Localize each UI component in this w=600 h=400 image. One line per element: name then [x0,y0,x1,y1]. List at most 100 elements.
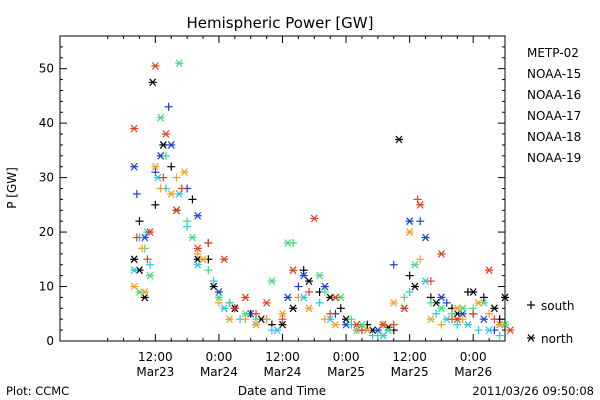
data-point-north [389,298,398,307]
data-point-south [252,309,261,318]
data-point-south [405,287,414,296]
data-point-south [463,287,472,296]
y-axis: 0 10 20 30 40 50 [39,35,505,348]
data-point-north [437,304,446,313]
data-points [130,59,515,340]
data-point-north [410,260,419,269]
data-point-north [156,113,165,122]
data-point-north [331,320,340,329]
data-point-north [175,59,184,68]
data-point-north [146,271,155,280]
data-point-north [501,293,509,302]
data-point-north [485,326,494,334]
data-point-north [495,320,504,329]
data-point-south [320,287,329,296]
data-point-north [437,293,446,302]
data-point-south [262,315,271,324]
data-point-north [421,233,430,242]
data-point-north [151,62,160,70]
data-point-south [164,102,173,111]
data-point-south [204,266,213,275]
data-point-north [241,309,250,318]
data-point-south [336,304,345,313]
data-point-north [400,304,409,313]
data-point-north [161,130,170,138]
legend-marker-south: south [541,299,575,313]
data-point-south [320,315,329,324]
data-point-north [180,168,189,177]
chart-title: Hemispheric Power [GW] [187,14,374,32]
data-point-south [278,315,287,324]
data-point-north [474,298,483,307]
data-point-south [304,287,313,296]
data-point-south [299,266,308,275]
data-point-north [289,304,298,313]
data-point-north [267,277,276,285]
data-point-north [331,293,340,302]
data-point-north [410,282,419,291]
data-point-south [432,309,441,318]
x-tick-label-date: Mar24 [264,365,302,379]
data-point-south [159,173,168,182]
legend-entry: NOAA-18 [527,130,581,144]
data-point-south [413,195,422,204]
data-point-north [159,141,168,149]
data-point-south [400,293,409,302]
data-point-south [405,271,414,280]
data-point-north [241,293,250,302]
data-point-north [130,255,139,264]
x-tick-label-time: 0:00 [205,350,232,364]
data-point-north [188,233,197,242]
data-point-south [135,217,144,226]
data-point-north [479,315,488,324]
x-tick-label-time: 12:00 [392,350,427,364]
data-point-north [405,228,414,236]
footer-timestamp: 2011/03/26 09:50:08 [472,384,594,398]
data-point-south [479,293,488,302]
data-point-north [193,211,202,220]
y-tick-label: 10 [39,280,54,294]
y-tick-label: 50 [39,62,54,76]
data-point-south [453,320,462,329]
data-point-north [352,320,361,329]
data-point-south [469,309,478,318]
data-point-north [453,304,462,313]
data-point-north [140,288,149,296]
x-tick-label-time: 12:00 [138,350,173,364]
data-point-north [262,298,271,307]
data-point-north [289,266,298,275]
data-point-south [474,326,483,335]
data-point-north [310,214,319,223]
data-point-south [204,238,213,247]
data-point-south [416,217,425,226]
data-point-north [220,255,229,264]
legend-entry: NOAA-15 [527,67,581,81]
series-noaa-19 [130,62,515,335]
legend-entry: NOAA-17 [527,109,581,123]
data-point-south [527,301,535,309]
data-point-south [448,315,457,324]
x-tick-label-date: Mar25 [327,365,365,379]
data-point-south [373,331,382,340]
data-point-south [389,260,398,269]
data-point-south [294,293,303,302]
data-point-north [146,228,155,236]
data-point-north [405,217,414,226]
data-point-north [220,304,229,313]
data-point-north [278,309,287,318]
data-point-north [320,282,329,291]
x-tick-label-time: 12:00 [265,350,300,364]
data-point-south [214,298,223,307]
x-axis-label: Date and Time [238,384,326,398]
data-point-south [485,309,494,318]
series-metp-02 [130,78,509,335]
data-point-north [304,304,313,313]
x-axis: 12:00Mar230:00Mar2412:00Mar240:00Mar2512… [107,36,492,379]
y-tick-label: 20 [39,225,54,239]
legend-entry: NOAA-16 [527,88,581,102]
data-point-north [426,315,435,324]
legend-entry: NOAA-19 [527,151,581,165]
data-point-north [148,78,157,87]
data-point-north [193,244,202,253]
y-tick-label: 40 [39,116,54,130]
